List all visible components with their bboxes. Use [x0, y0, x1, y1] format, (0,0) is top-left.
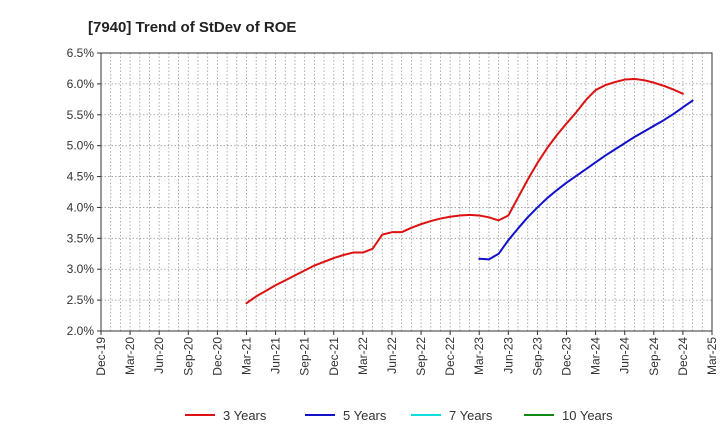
legend-label: 10 Years — [562, 408, 613, 423]
plot-border — [100, 52, 713, 332]
x-tick-label: Jun-20 — [152, 337, 166, 374]
plot-area — [101, 53, 712, 331]
chart-title: [7940] Trend of StDev of ROE — [88, 19, 296, 36]
x-tick-label: Dec-23 — [560, 337, 574, 376]
x-tick-label: Sep-24 — [647, 337, 661, 376]
x-tick-label: Jun-24 — [618, 337, 632, 374]
x-tick-label: Dec-21 — [327, 337, 341, 376]
x-tick-label: Sep-21 — [298, 337, 312, 376]
x-tick-label: Mar-21 — [239, 337, 253, 375]
x-tick-label: Dec-22 — [443, 337, 457, 376]
x-tick-label: Jun-23 — [501, 337, 515, 374]
series-line-2 — [478, 99, 694, 261]
y-tick-label: 5.5% — [67, 108, 95, 122]
y-tick-label: 5.0% — [67, 139, 95, 153]
y-tick-label: 6.5% — [67, 46, 95, 60]
y-tick-label: 4.5% — [67, 170, 95, 184]
series-lines — [245, 77, 694, 305]
y-axis-ticks: 2.0% 2.5% 3.0% 3.5% 4.0% 4.5% 5.0% 5.5% 6.0% 6.5% — [67, 46, 101, 338]
legend-label: 5 Years — [343, 408, 387, 423]
y-tick-label: 2.0% — [67, 324, 95, 338]
x-tick-label: Jun-22 — [385, 337, 399, 374]
x-tick-label: Dec-24 — [676, 337, 690, 376]
x-tick-label: Sep-22 — [414, 337, 428, 376]
y-tick-label: 2.5% — [67, 293, 95, 307]
x-tick-label: Sep-20 — [181, 337, 195, 376]
y-tick-label: 4.0% — [67, 200, 95, 214]
x-tick-label: Dec-20 — [210, 337, 224, 376]
grid — [101, 53, 712, 331]
x-tick-label: Mar-23 — [472, 337, 486, 375]
legend-label: 7 Years — [449, 408, 493, 423]
x-tick-label: Mar-25 — [705, 337, 719, 375]
x-tick-label: Jun-21 — [269, 337, 283, 374]
y-tick-label: 6.0% — [67, 77, 95, 91]
x-tick-label: Dec-19 — [94, 337, 108, 376]
y-tick-label: 3.0% — [67, 262, 95, 276]
series-line-1 — [245, 77, 684, 305]
x-tick-label: Mar-22 — [356, 337, 370, 375]
x-tick-label: Mar-20 — [123, 337, 137, 375]
legend-label: 3 Years — [223, 408, 267, 423]
legend: 3 Years 5 Years 7 Years 10 Years — [185, 408, 613, 423]
y-tick-label: 3.5% — [67, 231, 95, 245]
x-tick-label: Mar-24 — [589, 337, 603, 375]
x-axis-ticks: Dec-19 Mar-20 Jun-20 Sep-20 Dec-20 Mar-21 Jun-… — [94, 331, 719, 376]
x-tick-label: Sep-23 — [530, 337, 544, 376]
